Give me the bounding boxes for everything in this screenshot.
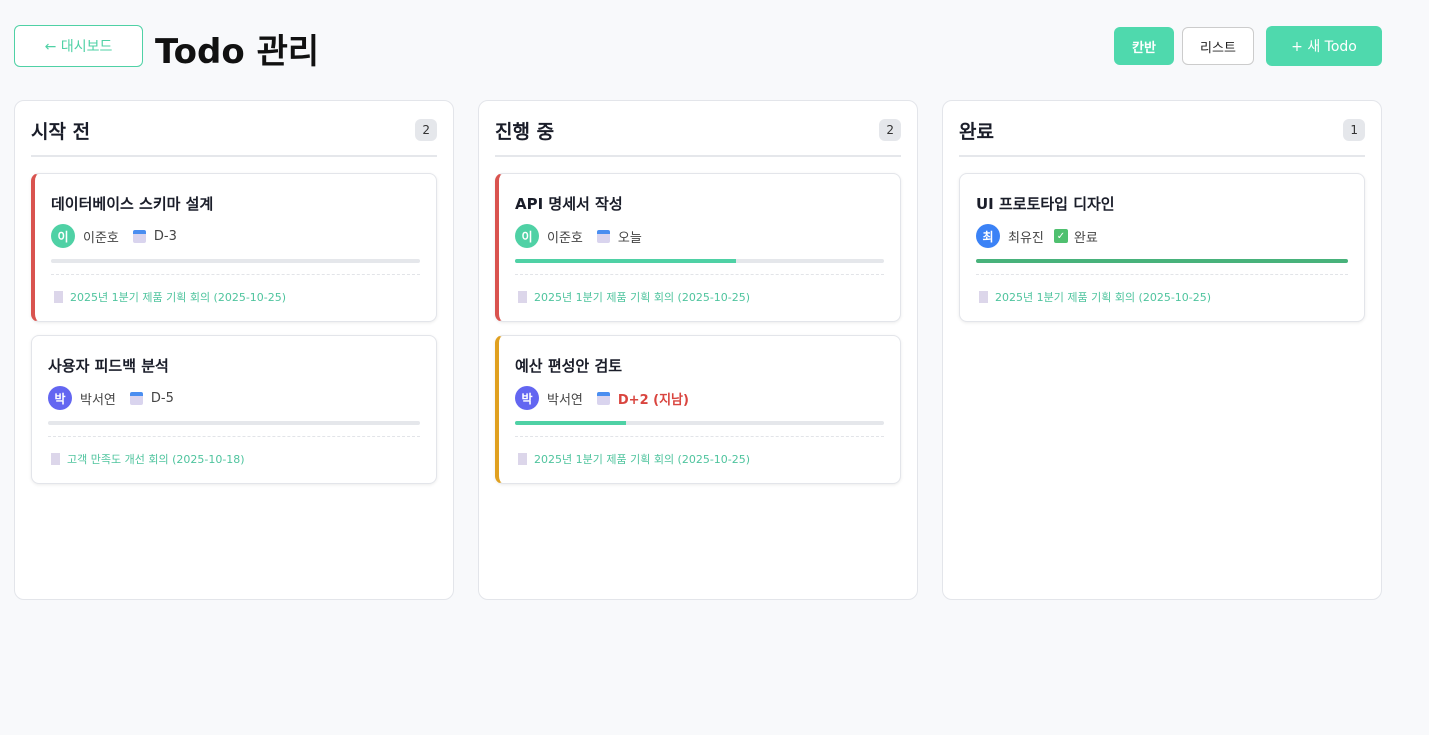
avatar: 최 <box>976 224 1000 248</box>
avatar: 박 <box>48 386 72 410</box>
kanban-view-button[interactable]: 칸반 <box>1114 27 1174 65</box>
document-icon <box>54 291 63 303</box>
assignee: 이준호 <box>83 230 119 246</box>
check-icon: ✓ <box>1053 229 1068 243</box>
column-done: 완료 1 UI 프로토타입 디자인 최 최유진 ✓ 완료 2025년 1분기 제품 기획… <box>942 100 1382 600</box>
meeting-label: 2025년 1분기 제품 기획 회의 (2025-10-25) <box>995 291 1212 304</box>
column-in-progress: 진행 중 2 API 명세서 작성 이 이준호 오늘 2025년 1분기 제품 기획 … <box>478 100 918 600</box>
assignee: 박서연 <box>547 392 583 408</box>
progress-bar <box>976 259 1348 263</box>
count-badge: 2 <box>879 119 901 141</box>
column-title: 완료 <box>959 120 994 143</box>
todo-title: 예산 편성안 검토 <box>515 357 623 375</box>
avatar: 박 <box>515 386 539 410</box>
assignee: 최유진 <box>1008 230 1044 246</box>
column-title: 시작 전 <box>31 120 91 143</box>
status-done: 완료 <box>1073 230 1098 246</box>
assignee: 박서연 <box>80 392 116 408</box>
due-date: 오늘 <box>617 230 642 246</box>
progress-fill <box>976 259 1348 263</box>
calendar-icon <box>132 229 146 243</box>
progress-bar <box>51 259 420 263</box>
calendar-icon <box>596 229 610 243</box>
todo-card[interactable]: UI 프로토타입 디자인 최 최유진 ✓ 완료 2025년 1분기 제품 기획 회의 … <box>959 173 1365 322</box>
column-title: 진행 중 <box>495 120 555 143</box>
todo-title: 데이터베이스 스키마 설계 <box>51 195 214 213</box>
due-date-overdue: D+2 (지남) <box>617 392 689 408</box>
due-date: D-5 <box>150 390 174 406</box>
column-not-started: 시작 전 2 데이터베이스 스키마 설계 이 이준호 D-3 2025년 1분기 제품… <box>14 100 454 600</box>
todo-card[interactable]: API 명세서 작성 이 이준호 오늘 2025년 1분기 제품 기획 회의 (20… <box>495 173 901 322</box>
meeting-label: 고객 만족도 개선 회의 (2025-10-18) <box>67 453 245 466</box>
document-icon <box>51 453 60 465</box>
progress-bar <box>48 421 420 425</box>
meeting-label: 2025년 1분기 제품 기획 회의 (2025-10-25) <box>534 291 751 304</box>
count-badge: 2 <box>415 119 437 141</box>
back-to-dashboard-button[interactable]: ← 대시보드 <box>14 25 143 67</box>
todo-title: 사용자 피드백 분석 <box>48 357 169 375</box>
meeting-link[interactable]: 고객 만족도 개선 회의 (2025-10-18) <box>48 451 420 467</box>
meeting-link[interactable]: 2025년 1분기 제품 기획 회의 (2025-10-25) <box>51 289 420 305</box>
document-icon <box>518 453 527 465</box>
calendar-icon <box>596 391 610 405</box>
meeting-link[interactable]: 2025년 1분기 제품 기획 회의 (2025-10-25) <box>515 289 884 305</box>
assignee: 이준호 <box>547 230 583 246</box>
page-title: Todo 관리 <box>155 32 320 72</box>
todo-card[interactable]: 데이터베이스 스키마 설계 이 이준호 D-3 2025년 1분기 제품 기획 회의… <box>31 173 437 322</box>
todo-card[interactable]: 예산 편성안 검토 박 박서연 D+2 (지남) 2025년 1분기 제품 기획 회… <box>495 335 901 484</box>
progress-bar <box>515 259 884 263</box>
new-todo-button[interactable]: + 새 Todo <box>1266 26 1382 66</box>
document-icon <box>979 291 988 303</box>
count-badge: 1 <box>1343 119 1365 141</box>
meeting-link[interactable]: 2025년 1분기 제품 기획 회의 (2025-10-25) <box>976 289 1348 305</box>
progress-fill <box>515 421 626 425</box>
progress-bar <box>515 421 884 425</box>
meeting-link[interactable]: 2025년 1분기 제품 기획 회의 (2025-10-25) <box>515 451 884 467</box>
document-icon <box>518 291 527 303</box>
progress-fill <box>515 259 737 263</box>
calendar-icon <box>129 391 143 405</box>
avatar: 이 <box>51 224 75 248</box>
meeting-label: 2025년 1분기 제품 기획 회의 (2025-10-25) <box>70 291 287 304</box>
meeting-label: 2025년 1분기 제품 기획 회의 (2025-10-25) <box>534 453 751 466</box>
avatar: 이 <box>515 224 539 248</box>
list-view-button[interactable]: 리스트 <box>1182 27 1254 65</box>
todo-card[interactable]: 사용자 피드백 분석 박 박서연 D-5 고객 만족도 개선 회의 (2025-10… <box>31 335 437 484</box>
due-date: D-3 <box>153 228 177 244</box>
todo-title: API 명세서 작성 <box>515 195 623 213</box>
todo-title: UI 프로토타입 디자인 <box>976 195 1115 213</box>
